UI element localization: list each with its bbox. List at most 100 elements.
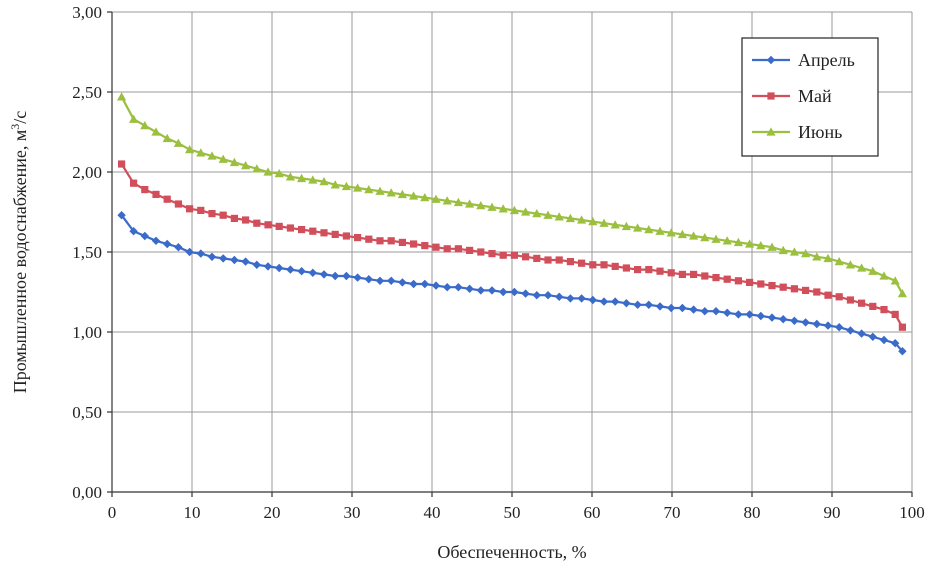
data-point [768,282,776,290]
data-point [689,305,698,314]
y-tick-label: 1,00 [72,323,102,342]
data-point [354,234,362,242]
data-point [898,347,907,356]
data-point [890,276,900,285]
data-point [667,303,676,313]
data-point [241,161,251,170]
data-point [342,271,351,281]
data-point [834,257,844,266]
data-point [162,133,172,143]
data-point [588,217,598,226]
x-tick-label: 100 [899,503,925,522]
data-point [364,185,374,194]
data-point [879,335,889,345]
data-point [286,224,294,232]
data-point [813,288,821,296]
data-point [308,175,318,184]
data-point [823,253,833,263]
data-point [230,214,238,222]
data-point [723,275,731,283]
data-point [409,191,419,200]
data-point [700,233,710,242]
data-point [117,211,126,220]
data-point [397,189,407,199]
data-point [387,237,395,245]
y-tick-labels: 0,00 0,50 1,00 1,50 2,00 2,50 3,00 [72,3,102,502]
data-point [375,186,385,195]
data-point [431,194,441,203]
x-tick-label: 80 [744,503,761,522]
data-point [801,318,810,327]
y-axis-title-main: Промышленное водоснабжение, м [10,130,30,394]
data-point [353,183,363,192]
data-point [219,211,227,219]
data-point [510,251,518,259]
data-point [634,266,642,274]
legend: Апрель Май Июнь [741,37,879,157]
data-point [308,268,317,277]
data-point [868,332,877,341]
data-point [151,236,161,245]
x-tick-label: 0 [108,503,117,522]
data-point [264,221,272,229]
data-point [733,237,743,247]
y-axis-title: Промышленное водоснабжение, м3/с [8,111,30,394]
data-point [622,299,631,308]
data-point [263,262,273,271]
data-point [712,274,720,282]
data-point [174,243,183,252]
data-point [589,261,597,269]
data-point [421,242,429,250]
data-point [466,246,474,254]
data-point [812,252,822,261]
data-point [319,177,329,186]
data-point [656,267,664,275]
data-point [376,237,384,245]
legend-label: Май [798,86,832,106]
data-point [431,281,441,290]
data-point [263,167,273,176]
data-point [353,273,362,282]
data-point [521,207,531,216]
data-point [117,92,127,101]
data-point [432,243,440,251]
data-point [611,297,620,306]
data-point [487,286,497,295]
data-point [365,235,373,243]
data-point [387,276,396,285]
data-point [678,303,687,313]
data-point [655,302,665,311]
data-point [779,283,787,291]
data-point [701,272,709,280]
data-point [208,210,216,218]
data-point [275,222,283,230]
data-point [757,280,765,288]
data-point [611,262,619,270]
data-point [599,297,609,306]
data-point [196,249,205,258]
data-point [207,151,217,160]
y-tick-label: 0,00 [72,483,102,502]
data-point [140,231,149,241]
data-point [711,234,721,243]
data-point [498,204,508,213]
data-point [309,227,317,235]
data-point [130,179,138,187]
data-point [802,286,810,294]
data-point [645,266,653,274]
data-point [857,329,866,338]
data-point [476,201,486,210]
legend-item: Май [752,86,832,106]
data-point [420,279,429,289]
data-point [141,186,149,194]
legend-marker [766,127,776,136]
data-point [600,261,608,269]
data-point [622,264,630,272]
series-group [117,92,907,356]
data-point [499,251,507,259]
data-point [219,254,228,263]
data-point [677,229,687,239]
data-point [140,121,150,130]
data-point [566,258,574,266]
